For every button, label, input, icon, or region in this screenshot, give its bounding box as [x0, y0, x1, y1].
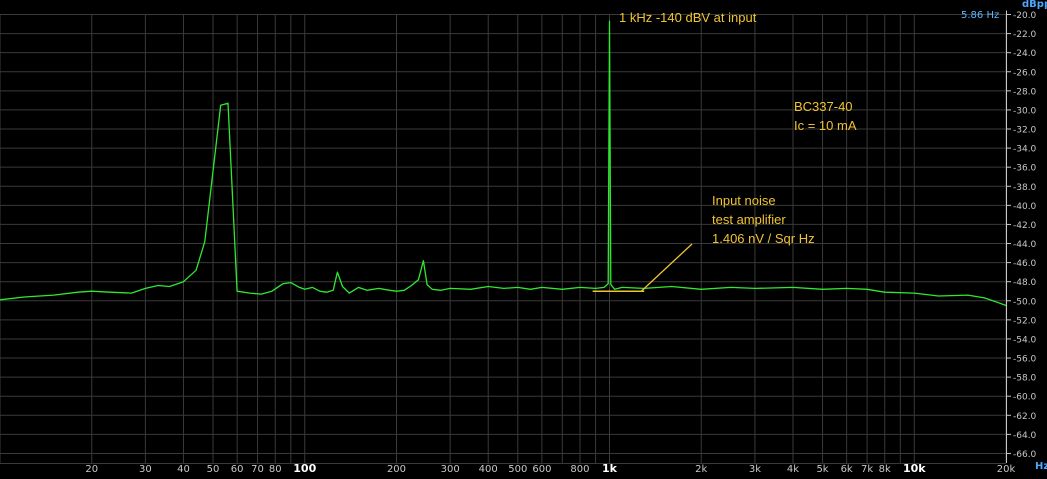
y-tick-label: -54.0	[1013, 335, 1037, 345]
x-tick-label: 1k	[602, 462, 618, 475]
y-tick-label: -22.0	[1013, 30, 1037, 40]
x-tick-label: 400	[479, 464, 498, 475]
y-tick-label: -26.0	[1013, 68, 1037, 78]
x-tick-label: 100	[293, 462, 316, 475]
x-tick-label: 50	[207, 464, 220, 475]
collector-current-label: Ic = 10 mA	[794, 118, 857, 133]
y-tick-label: -28.0	[1013, 87, 1037, 97]
x-axis-unit-label: Hz	[1035, 461, 1047, 472]
transistor-label: BC337-40	[794, 99, 853, 114]
x-tick-label: 200	[387, 464, 406, 475]
x-tick-label: 500	[508, 464, 527, 475]
x-tick-label: 7k	[861, 464, 873, 475]
spectrum-traces	[0, 20, 1007, 307]
y-tick-label: -62.0	[1013, 412, 1037, 422]
y-tick-label: -58.0	[1013, 374, 1037, 384]
y-tick-label: -60.0	[1013, 393, 1037, 403]
x-axis-ticks: 20 30 40 50 60 70 80 100 200 300 400 500 600 800 1k 2k 3…	[0, 462, 1015, 475]
peak-annotation: 1 kHz -140 dBV at input	[619, 10, 757, 25]
x-tick-label: 70	[251, 464, 264, 475]
y-tick-label: -42.0	[1013, 221, 1037, 231]
y-axis-ticks: -20.0 -22.0 -24.0 -26.0 -28.0 -30.0 -32.0 -34.0…	[1006, 10, 1037, 463]
y-tick-label: -48.0	[1013, 278, 1037, 288]
y-tick-label: -66.0	[1013, 450, 1037, 460]
x-tick-label: 30	[139, 464, 152, 475]
x-tick-label: 8k	[879, 464, 891, 475]
x-tick-label: 5k	[816, 464, 828, 475]
x-tick-label: 20k	[997, 464, 1016, 475]
spectrum-trace	[0, 20, 1007, 307]
y-tick-label: -34.0	[1013, 145, 1037, 155]
y-axis-unit-label: dBpp	[1022, 0, 1047, 10]
x-tick-label: 2k	[695, 464, 707, 475]
y-tick-label: -30.0	[1013, 106, 1037, 116]
x-tick-label: 600	[532, 464, 551, 475]
resolution-readout: 5.86 Hz	[961, 10, 1000, 21]
noise-leader-line	[640, 243, 693, 292]
noise-floor-marker	[592, 243, 693, 292]
y-tick-label: -38.0	[1013, 183, 1037, 193]
x-tick-label: 10k	[903, 462, 926, 475]
y-tick-label: -20.0	[1013, 11, 1037, 21]
y-tick-label: -36.0	[1013, 164, 1037, 174]
x-tick-label: 60	[231, 464, 244, 475]
y-tick-label: -50.0	[1013, 297, 1037, 307]
y-tick-label: -44.0	[1013, 240, 1037, 250]
x-tick-label: 20	[85, 464, 98, 475]
noise-annotation-line2: test amplifier	[712, 212, 786, 227]
y-tick-label: -24.0	[1013, 49, 1037, 59]
x-tick-label: 3k	[749, 464, 761, 475]
x-tick-label: 6k	[841, 464, 853, 475]
y-tick-label: -46.0	[1013, 259, 1037, 269]
y-tick-label: -56.0	[1013, 355, 1037, 365]
y-tick-label: -64.0	[1013, 431, 1037, 441]
y-tick-label: -52.0	[1013, 316, 1037, 326]
noise-annotation-line1: Input noise	[712, 193, 776, 208]
y-tick-label: -40.0	[1013, 202, 1037, 212]
grid-lines	[0, 14, 1007, 463]
y-tick-label: -32.0	[1013, 126, 1037, 136]
x-tick-label: 300	[441, 464, 460, 475]
noise-annotation-line3: 1.406 nV / Sqr Hz	[712, 231, 815, 246]
x-tick-label: 80	[269, 464, 282, 475]
x-tick-label: 800	[570, 464, 589, 475]
x-tick-label: 40	[177, 464, 190, 475]
x-tick-label: 4k	[787, 464, 799, 475]
